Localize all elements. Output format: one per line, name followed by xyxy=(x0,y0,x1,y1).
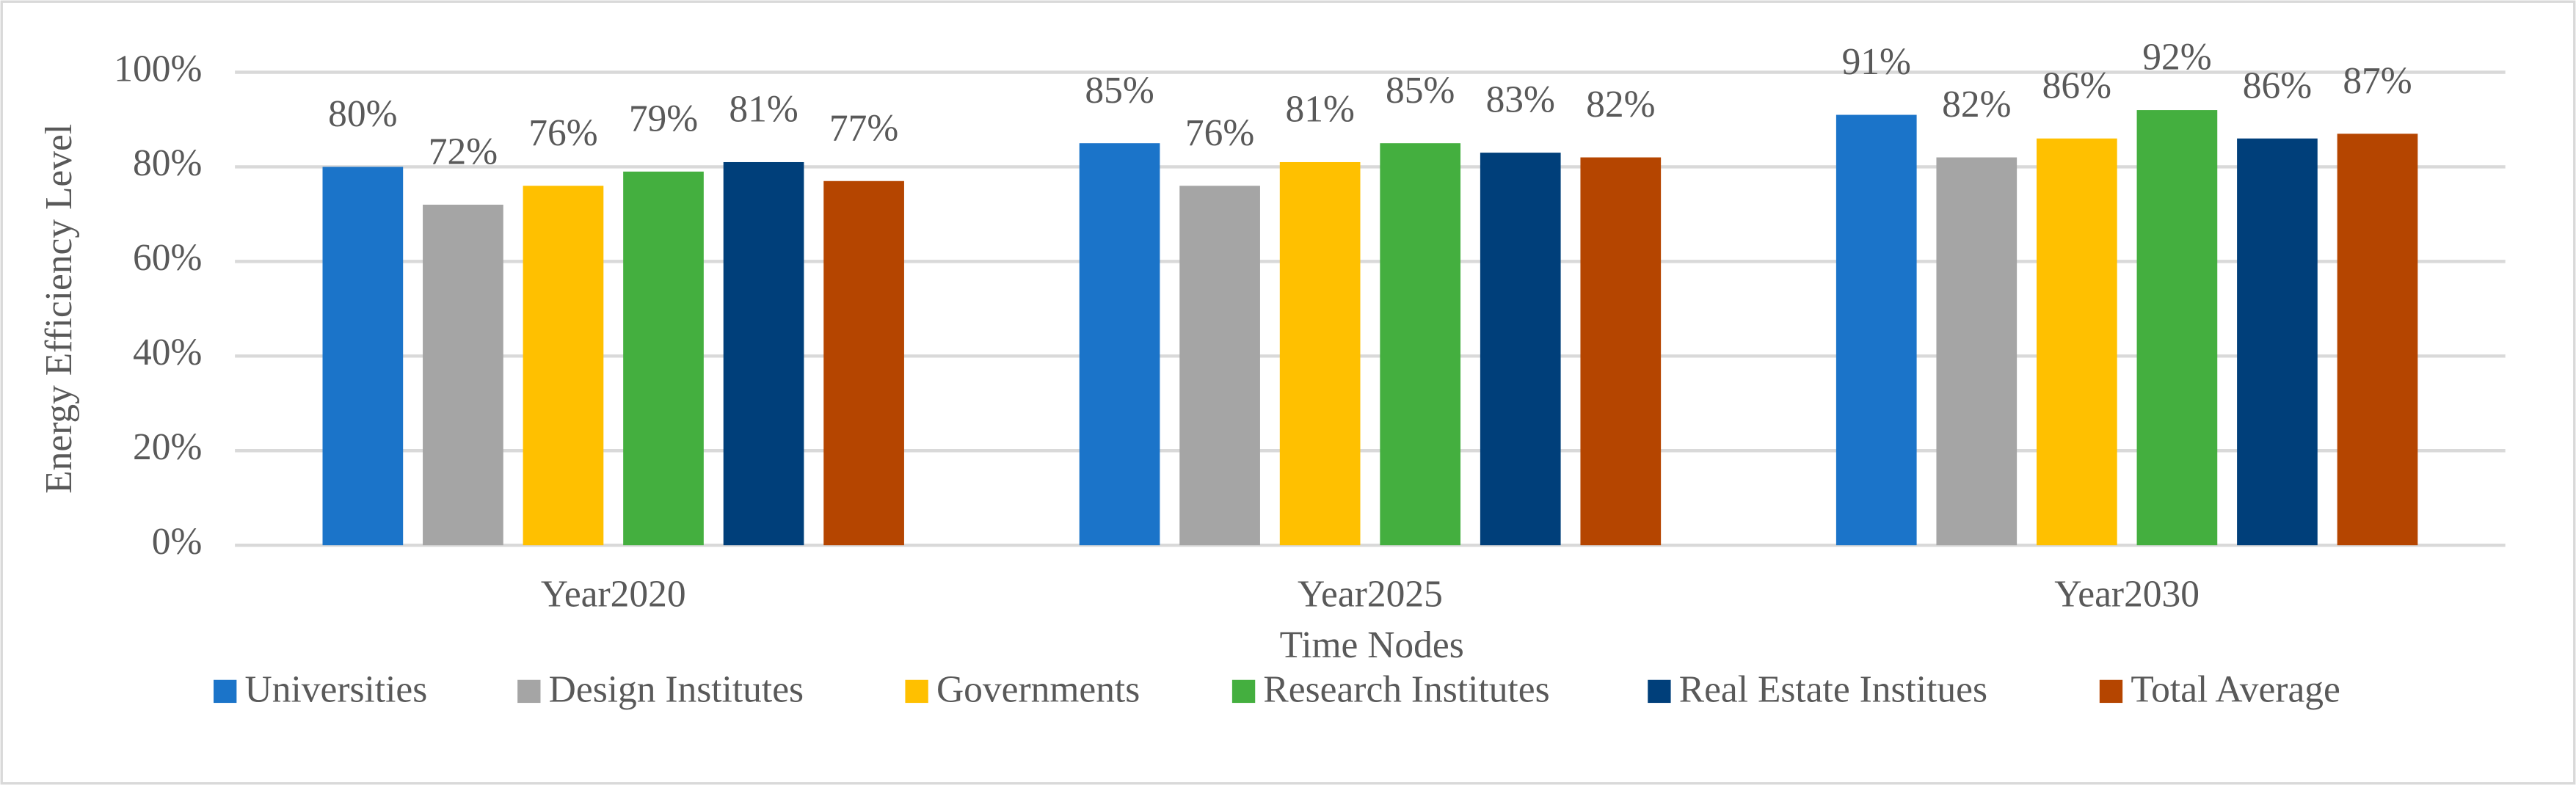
data-label: 83% xyxy=(1486,79,1555,121)
data-label: 77% xyxy=(829,107,898,149)
legend-swatch xyxy=(517,679,541,704)
bar xyxy=(1580,157,1662,546)
data-label: 80% xyxy=(328,93,397,135)
data-label: 85% xyxy=(1085,70,1154,112)
legend-swatch xyxy=(214,679,237,704)
bar xyxy=(2237,138,2318,546)
y-tick-label: 20% xyxy=(133,426,202,468)
x-tick-label: Year2020 xyxy=(541,574,686,616)
bar xyxy=(523,186,604,546)
data-label: 81% xyxy=(729,89,798,131)
y-axis-title: Energy Efficiency Level xyxy=(38,124,80,494)
bar xyxy=(623,171,704,546)
x-tick-label: Year2025 xyxy=(1298,574,1443,616)
legend-label: Real Estate Institues xyxy=(1679,668,1987,710)
y-tick-label: 100% xyxy=(114,48,202,90)
legend-swatch xyxy=(1648,679,1671,704)
legend-label: Universities xyxy=(245,668,428,710)
x-tick-label: Year2030 xyxy=(2054,574,2200,616)
data-label: 86% xyxy=(2243,65,2312,106)
x-axis-title: Time Nodes xyxy=(1280,624,1464,666)
data-label: 92% xyxy=(2142,37,2211,78)
data-label: 76% xyxy=(528,112,597,154)
legend-label: Design Institutes xyxy=(549,668,804,710)
bar xyxy=(1380,143,1461,546)
legend-label: Research Institutes xyxy=(1263,668,1549,710)
bar xyxy=(1835,114,1917,546)
y-tick-label: 80% xyxy=(133,142,202,184)
bar xyxy=(423,205,503,546)
data-label: 85% xyxy=(1386,70,1455,112)
data-label: 82% xyxy=(1942,84,2011,125)
legend-label: Governments xyxy=(936,668,1140,710)
bar xyxy=(1179,186,1260,546)
data-label: 87% xyxy=(2343,60,2412,102)
bar xyxy=(1279,161,1361,546)
data-label: 91% xyxy=(1842,41,1911,83)
bar xyxy=(1480,153,1561,546)
legend-label: Total Average xyxy=(2131,668,2340,710)
data-label: 72% xyxy=(429,131,498,173)
bar xyxy=(823,180,904,546)
bar xyxy=(723,161,804,546)
data-label: 76% xyxy=(1185,112,1254,154)
bar xyxy=(2337,134,2418,546)
bar xyxy=(322,167,404,546)
data-label: 81% xyxy=(1285,89,1354,131)
data-label: 82% xyxy=(1586,84,1655,125)
bar xyxy=(2136,110,2218,546)
legend-swatch xyxy=(905,679,928,704)
data-label: 79% xyxy=(629,98,698,140)
y-tick-label: 60% xyxy=(133,237,202,279)
y-tick-label: 40% xyxy=(133,332,202,373)
legend-swatch xyxy=(1231,679,1256,704)
bar xyxy=(1079,143,1160,546)
data-label: 86% xyxy=(2042,65,2111,106)
bar xyxy=(1936,157,2017,546)
y-tick-label: 0% xyxy=(152,521,203,563)
bar xyxy=(2037,138,2117,546)
legend-swatch xyxy=(2099,679,2123,704)
